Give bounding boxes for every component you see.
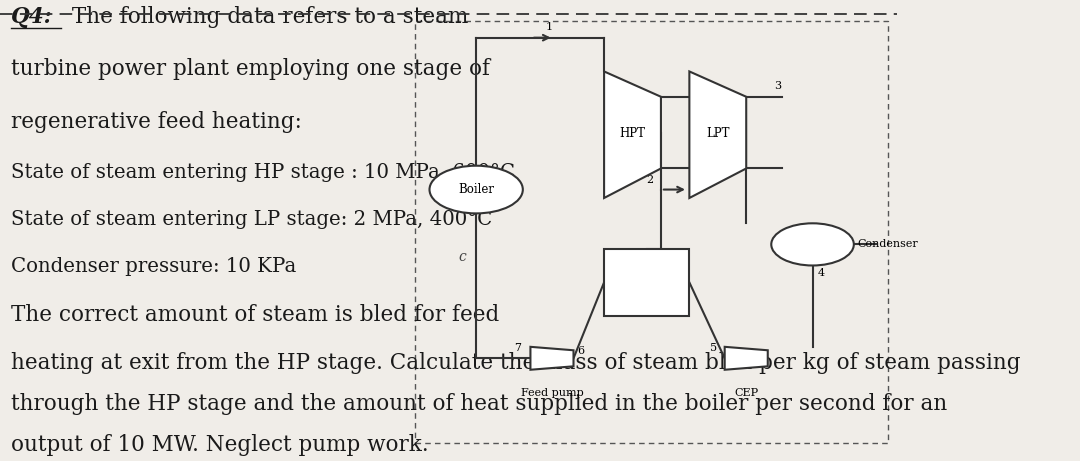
Text: State of steam entering LP stage: 2 MPa, 400°C: State of steam entering LP stage: 2 MPa,…: [11, 210, 492, 229]
Text: 5: 5: [711, 343, 717, 353]
Circle shape: [771, 223, 854, 266]
Text: 7: 7: [514, 343, 522, 353]
Text: Q4:: Q4:: [11, 6, 53, 28]
Polygon shape: [604, 71, 661, 198]
Text: 6: 6: [577, 346, 584, 356]
Bar: [415, 21, 889, 443]
Text: regenerative feed heating:: regenerative feed heating:: [11, 111, 301, 133]
Text: 2: 2: [647, 175, 653, 185]
Text: 4: 4: [818, 268, 825, 278]
Polygon shape: [530, 347, 573, 370]
Text: output of 10 MW. Neglect pump work.: output of 10 MW. Neglect pump work.: [11, 434, 429, 456]
Text: State of steam entering HP stage : 10 MPa, 600°C: State of steam entering HP stage : 10 MP…: [11, 163, 515, 182]
Text: Feed pump: Feed pump: [521, 388, 583, 398]
Text: CEP: CEP: [734, 388, 758, 398]
Polygon shape: [725, 347, 768, 370]
Text: Condenser: Condenser: [858, 239, 918, 249]
Text: turbine power plant employing one stage of: turbine power plant employing one stage …: [11, 59, 489, 80]
Text: Boiler: Boiler: [458, 183, 495, 196]
Polygon shape: [689, 71, 746, 198]
Text: c: c: [458, 250, 465, 264]
Text: LPT: LPT: [706, 127, 730, 140]
Text: The following data refers to a steam: The following data refers to a steam: [65, 6, 468, 28]
Text: 3: 3: [774, 81, 781, 91]
Bar: [604, 248, 689, 316]
Text: through the HP stage and the amount of heat supplied in the boiler per second fo: through the HP stage and the amount of h…: [11, 393, 947, 415]
Text: Condenser pressure: 10 KPa: Condenser pressure: 10 KPa: [11, 257, 296, 276]
Text: HPT: HPT: [620, 127, 646, 140]
Text: 1: 1: [545, 22, 553, 32]
Circle shape: [430, 165, 523, 213]
Text: The correct amount of steam is bled for feed: The correct amount of steam is bled for …: [11, 304, 499, 326]
Text: heating at exit from the HP stage. Calculate the mass of steam bled per kg of st: heating at exit from the HP stage. Calcu…: [11, 352, 1021, 374]
